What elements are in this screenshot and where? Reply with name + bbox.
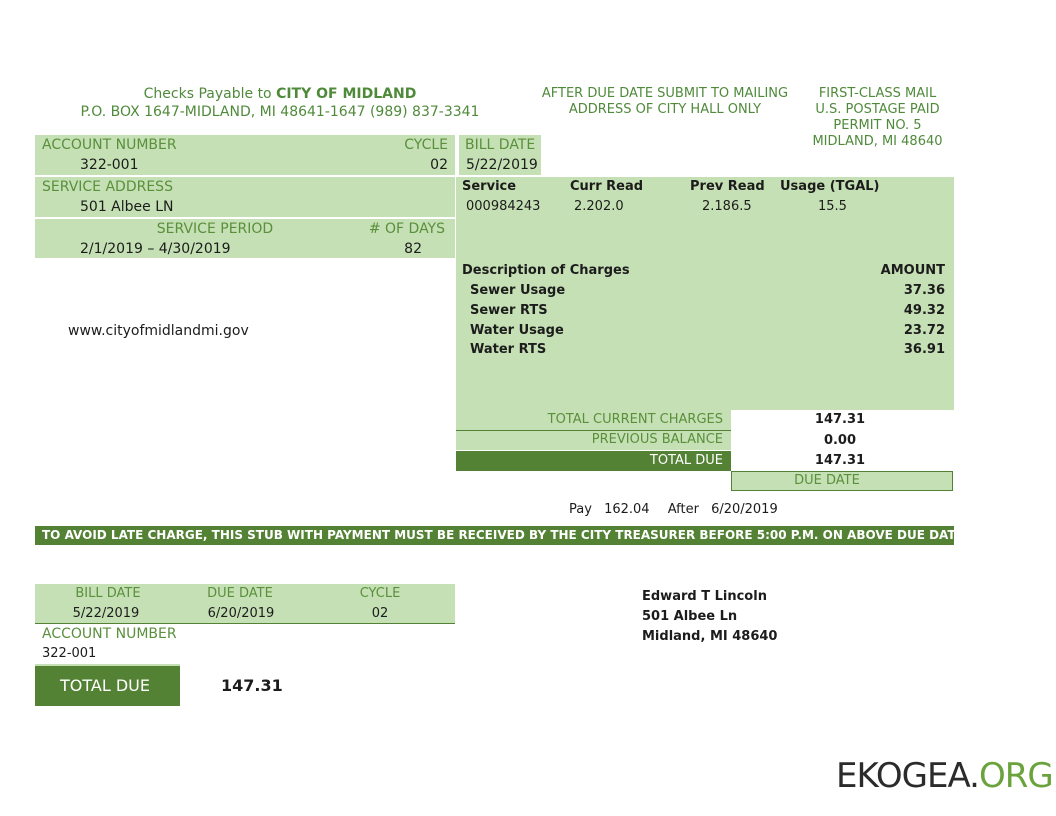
customer-name: Edward T Lincoln: [642, 589, 767, 604]
stub-account-number-value: 322-001: [42, 646, 97, 661]
watermark-accent: ORG: [978, 756, 1054, 796]
charges-description-label: Description of Charges: [462, 263, 630, 278]
after-due-line-2: ADDRESS OF CITY HALL ONLY: [568, 102, 762, 117]
stub-due-date-value: 6/20/2019: [207, 606, 275, 621]
stub-total-due-label: TOTAL DUE: [60, 676, 150, 695]
cycle-label: CYCLE: [404, 137, 448, 153]
meter-curr-read-value: 2.202.0: [574, 199, 624, 214]
charge-item-label: Sewer Usage: [470, 283, 566, 298]
account-number-value: 322-001: [80, 157, 139, 173]
charge-item-label: Sewer RTS: [470, 303, 548, 318]
bill-date-block: [459, 135, 541, 175]
stub-bill-date-label: BILL DATE: [75, 586, 141, 601]
previous-balance-value: 0.00: [823, 433, 857, 448]
payee-name: CITY OF MIDLAND: [276, 86, 417, 102]
meter-prev-read-value: 2.186.5: [702, 199, 752, 214]
charges-amount-label: AMOUNT: [880, 263, 945, 278]
service-period-label: SERVICE PERIOD: [156, 221, 274, 237]
charge-item-amount: 23.72: [903, 323, 945, 338]
pay-label: Pay: [569, 502, 592, 517]
total-due-label: TOTAL DUE: [649, 453, 723, 468]
postage-line: PERMIT NO. 5: [833, 118, 922, 133]
late-pay-line: Pay 162.04 After 6/20/2019: [569, 502, 778, 517]
website-link[interactable]: www.cityofmidlandmi.gov: [68, 323, 249, 339]
days-value: 82: [404, 241, 422, 257]
service-period-block: [35, 219, 455, 258]
meter-header-curr-read: Curr Read: [570, 179, 644, 194]
stub-cycle-label: CYCLE: [359, 586, 401, 601]
checks-payable-line: Checks Payable to CITY OF MIDLAND: [60, 86, 500, 102]
meter-usage-value: 15.5: [818, 199, 847, 214]
days-label: # OF DAYS: [368, 221, 445, 237]
charge-item-amount: 36.91: [903, 342, 945, 357]
meter-header-prev-read: Prev Read: [690, 179, 765, 194]
after-date: 6/20/2019: [711, 502, 778, 517]
stub-bill-date-value: 5/22/2019: [72, 606, 140, 621]
watermark-main: EKOGEA.: [836, 756, 980, 796]
charge-item-amount: 37.36: [903, 283, 945, 298]
total-due-value: 147.31: [814, 453, 866, 468]
late-charge-notice: TO AVOID LATE CHARGE, THIS STUB WITH PAY…: [35, 526, 964, 545]
customer-street: 501 Albee Ln: [642, 609, 738, 624]
service-period-value: 2/1/2019 – 4/30/2019: [80, 241, 231, 257]
total-current-row: TOTAL CURRENT CHARGES: [456, 410, 731, 431]
pay-amount: 162.04: [604, 502, 650, 517]
postage-line: U.S. POSTAGE PAID: [815, 102, 940, 117]
postage-line: FIRST-CLASS MAIL: [818, 86, 937, 101]
total-current-label: TOTAL CURRENT CHARGES: [547, 412, 723, 427]
after-due-line-1: AFTER DUE DATE SUBMIT TO MAILING: [541, 86, 789, 101]
charge-item-label: Water Usage: [470, 323, 564, 338]
account-number-block: [35, 135, 455, 175]
bill-date-value: 5/22/2019: [466, 157, 538, 173]
customer-address: Edward T Lincoln 501 Albee Ln Midland, M…: [642, 587, 777, 647]
account-number-label: ACCOUNT NUMBER: [42, 137, 177, 153]
after-label: After: [667, 502, 699, 517]
total-current-value: 147.31: [814, 412, 866, 427]
due-date-label: DUE DATE: [794, 473, 860, 488]
stub-due-date-label: DUE DATE: [207, 586, 273, 601]
late-charge-notice-text: TO AVOID LATE CHARGE, THIS STUB WITH PAY…: [42, 528, 964, 542]
cycle-value: 02: [430, 157, 448, 173]
meter-header-usage: Usage (TGAL): [780, 179, 880, 194]
stub-header-block: [35, 584, 455, 624]
meter-header-service: Service: [462, 179, 517, 194]
charge-item-label: Water RTS: [470, 342, 547, 357]
previous-balance-label: PREVIOUS BALANCE: [591, 432, 723, 447]
service-address-value: 501 Albee LN: [80, 199, 174, 215]
customer-city: Midland, MI 48640: [642, 629, 778, 644]
stub-account-number-label: ACCOUNT NUMBER: [42, 626, 177, 642]
checks-payable-prefix: Checks Payable to: [143, 86, 272, 102]
po-box-line: P.O. BOX 1647-MIDLAND, MI 48641-1647 (98…: [80, 104, 480, 120]
service-address-label: SERVICE ADDRESS: [42, 179, 173, 195]
bill-date-label: BILL DATE: [465, 137, 536, 153]
due-date-box: DUE DATE: [731, 471, 953, 491]
meter-service-value: 000984243: [466, 199, 541, 214]
charges-panel: [456, 177, 954, 410]
block-divider: [35, 217, 455, 219]
stub-cycle-value: 02: [371, 606, 389, 621]
postage-line: MIDLAND, MI 48640: [812, 134, 943, 149]
stub-total-due-box: TOTAL DUE: [35, 664, 180, 706]
service-address-block: [35, 177, 455, 217]
previous-balance-row: PREVIOUS BALANCE: [456, 431, 731, 450]
stub-total-due-value: 147.31: [221, 676, 283, 695]
charge-item-amount: 49.32: [903, 303, 945, 318]
total-due-row: TOTAL DUE: [456, 451, 731, 471]
postage-indicia: FIRST-CLASS MAIL U.S. POSTAGE PAID PERMI…: [800, 86, 955, 150]
watermark-logo: EKOGEA.ORG: [836, 756, 1054, 796]
